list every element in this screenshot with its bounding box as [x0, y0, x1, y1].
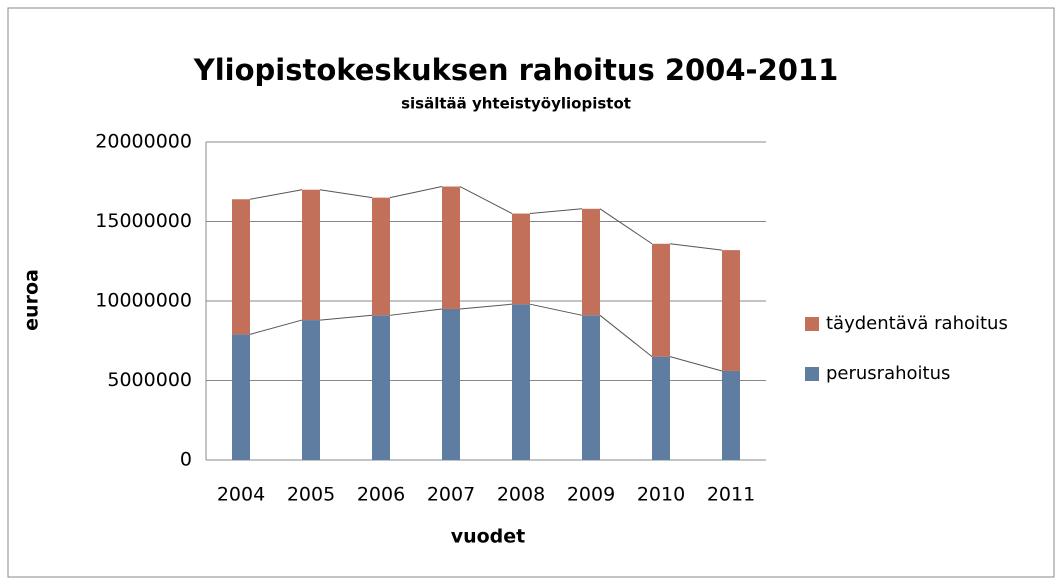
chart-subtitle: sisältää yhteistyöyliopistot [401, 95, 631, 113]
bar-segment [372, 197, 390, 316]
bar-segment [582, 315, 600, 460]
y-tick-label: 5000000 [107, 369, 192, 391]
bar-segment [582, 208, 600, 316]
bar-segment [302, 189, 320, 321]
x-axis-label: vuodet [451, 526, 526, 548]
bar-segment [232, 334, 250, 460]
bar-segment [442, 186, 460, 309]
series-line [249, 319, 303, 335]
bar-segment [652, 356, 670, 460]
chart-border [7, 7, 1055, 578]
series-line [669, 356, 723, 372]
series-line [389, 308, 443, 316]
series-line [599, 208, 653, 245]
bar-segment [722, 370, 740, 460]
x-tick-label: 2011 [707, 484, 755, 506]
series-line [389, 186, 443, 199]
bar-segment [512, 213, 530, 305]
bar-segment [442, 308, 460, 460]
chart-title: Yliopistokeskuksen rahoitus 2004-2011 [193, 53, 839, 87]
bar-segment [302, 320, 320, 460]
series-line [599, 314, 653, 358]
series-line [249, 189, 303, 200]
bar-segment [512, 304, 530, 460]
x-tick-label: 2006 [357, 484, 405, 506]
legend-label: perusrahoitus [826, 363, 950, 384]
y-tick-label: 0 [180, 449, 192, 471]
series-line [669, 243, 723, 251]
y-axis-label: euroa [21, 269, 43, 331]
x-tick-label: 2004 [217, 484, 265, 506]
series-line [529, 303, 583, 316]
series-line [319, 189, 373, 199]
series-line [459, 303, 513, 310]
y-tick-label: 10000000 [95, 290, 192, 312]
legend-label: täydentävä rahoitus [826, 313, 1008, 334]
x-tick-label: 2005 [287, 484, 335, 506]
y-tick-label: 15000000 [95, 210, 192, 232]
series-line [319, 314, 373, 321]
series-line [459, 186, 513, 214]
legend-swatch [805, 367, 819, 381]
x-tick-label: 2010 [637, 484, 685, 506]
x-tick-label: 2009 [567, 484, 615, 506]
series-line [529, 208, 583, 215]
x-tick-label: 2008 [497, 484, 545, 506]
x-tick-label: 2007 [427, 484, 475, 506]
legend-swatch [805, 317, 819, 331]
y-tick-label: 20000000 [95, 131, 192, 153]
bar-segment [372, 315, 390, 460]
bar-segment [722, 250, 740, 371]
bar-segment [232, 199, 250, 335]
bar-segment [652, 243, 670, 357]
